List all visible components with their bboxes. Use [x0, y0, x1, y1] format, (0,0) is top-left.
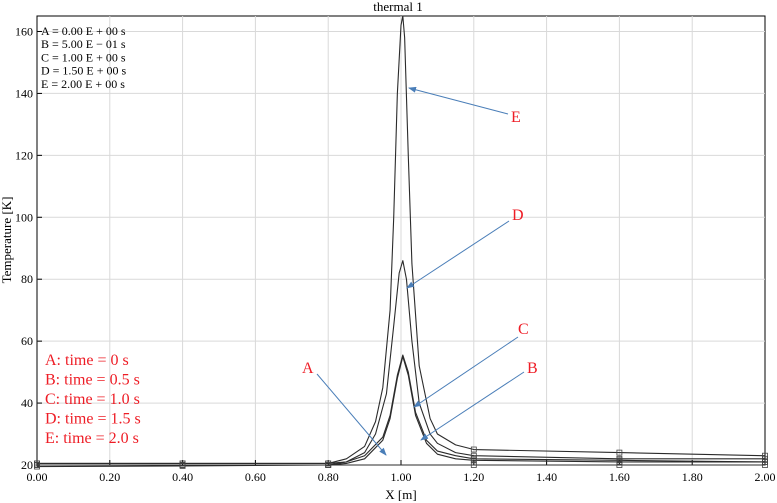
y-tick-label: 20: [21, 458, 33, 472]
legend-entry-d: D = 1.50 E + 00 s: [41, 64, 127, 78]
x-tick-label: 1.40: [536, 470, 557, 484]
chart-title: thermal 1: [373, 0, 422, 14]
arrow-b: [420, 371, 525, 441]
time-labels: A: time = 0 s B: time = 0.5 s C: time = 1.…: [45, 352, 141, 447]
series-line-d: [37, 260, 765, 466]
curve-label-b: B: [527, 360, 538, 377]
y-tick-label: 160: [15, 24, 33, 38]
y-tick-label: 40: [21, 396, 33, 410]
series-markers: [34, 446, 768, 470]
y-tick-label: 140: [15, 86, 33, 100]
series-marker-e: [325, 460, 332, 467]
y-tick-label: 120: [15, 148, 33, 162]
series-marker-d: [470, 452, 477, 459]
legend-entry-b: B = 5.00 E − 01 s: [41, 37, 126, 51]
y-axis-label: Temperature [K]: [0, 197, 14, 284]
series-marker-d: [616, 455, 623, 462]
series-marker-c: [762, 459, 768, 465]
curve-label-d: D: [512, 207, 524, 224]
annotation-arrows: [316, 86, 525, 456]
y-tick-label: 60: [21, 334, 33, 348]
y-tick-label: 80: [21, 272, 33, 286]
series-marker-d: [762, 455, 768, 462]
legend-entry-a: A = 0.00 E + 00 s: [41, 24, 126, 38]
x-axis-ticks: 0.00 0.20 0.40 0.60 0.80 1.00 1.20 1.40 1.60 1.80…: [27, 460, 776, 484]
x-tick-label: 0.40: [172, 470, 193, 484]
curve-label-e: E: [511, 109, 521, 126]
x-tick-label: 2.00: [755, 470, 776, 484]
arrow-d: [406, 220, 510, 289]
time-label-a: A: time = 0 s: [45, 352, 129, 369]
curve-labels: E D C B A: [302, 109, 538, 377]
x-tick-label: 1.60: [609, 470, 630, 484]
curve-label-a: A: [302, 360, 314, 377]
x-tick-label: 0.80: [318, 470, 339, 484]
grid-lines: [37, 16, 765, 465]
series-marker-e: [470, 446, 477, 453]
arrow-a: [316, 373, 387, 456]
time-label-d: D: time = 1.5 s: [45, 411, 141, 428]
x-tick-label: 1.20: [463, 470, 484, 484]
time-label-b: B: time = 0.5 s: [45, 372, 140, 389]
series-marker-a: [762, 462, 768, 468]
series-lines: [36, 15, 766, 468]
x-tick-label: 0.60: [245, 470, 266, 484]
arrow-c: [413, 336, 519, 408]
series-marker-e: [34, 460, 40, 467]
y-axis-ticks: 20 40 60 80 100 120 140 160: [15, 24, 42, 472]
x-tick-label: 0.20: [99, 470, 120, 484]
legend-entry-c: C = 1.00 E + 00 s: [41, 50, 126, 64]
arrow-e: [408, 86, 509, 115]
x-tick-label: 0.00: [27, 470, 48, 484]
series-line-e: [37, 15, 766, 465]
legend-entry-e: E = 2.00 E + 00 s: [41, 77, 125, 91]
series-marker-e: [179, 460, 186, 467]
x-tick-label: 1.80: [682, 470, 703, 484]
legend: A = 0.00 E + 00 sB = 5.00 E − 01 sC = 1.…: [41, 24, 127, 91]
series-marker-e: [616, 449, 623, 456]
x-tick-label: 1.00: [391, 470, 412, 484]
time-label-e: E: time = 2.0 s: [45, 430, 139, 447]
curve-label-c: C: [518, 321, 529, 338]
series-marker-e: [762, 452, 768, 459]
x-axis-label: X [m]: [385, 487, 416, 502]
y-tick-label: 100: [15, 210, 33, 224]
series-marker-c: [470, 455, 477, 462]
time-label-c: C: time = 1.0 s: [45, 391, 140, 408]
